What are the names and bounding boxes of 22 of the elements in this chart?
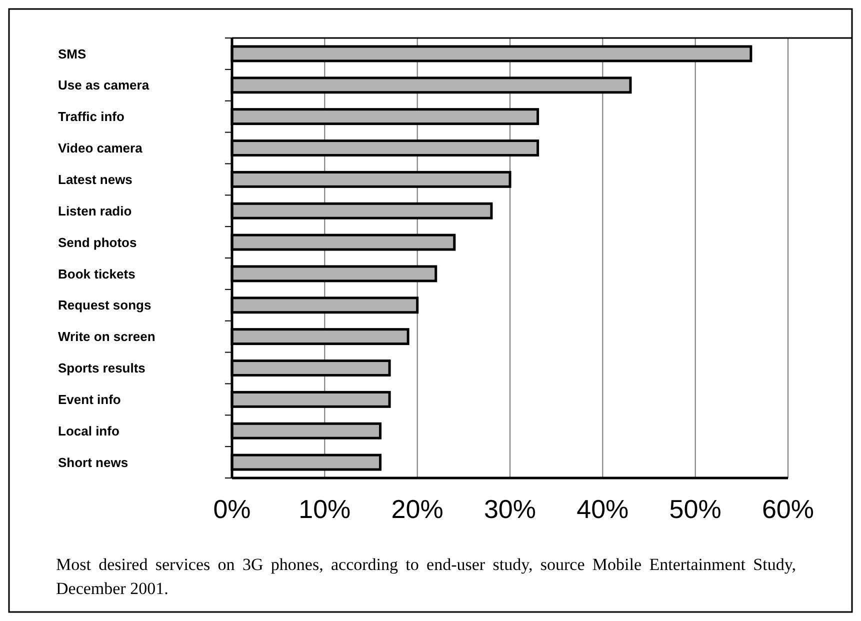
x-tick-label: 60% xyxy=(762,494,814,524)
y-tick-label: Event info xyxy=(58,392,121,407)
y-tick-label: Request songs xyxy=(58,298,152,313)
x-tick-label: 30% xyxy=(484,494,536,524)
y-tick-label: Book tickets xyxy=(58,266,136,282)
x-tick-label: 10% xyxy=(298,494,351,524)
y-tick-label: Write on screen xyxy=(58,329,156,344)
x-tick-label: 20% xyxy=(391,494,444,524)
x-tick-label: 40% xyxy=(576,494,629,524)
y-tick-label: Short news xyxy=(58,454,128,470)
x-tick-label: 50% xyxy=(669,494,722,524)
y-tick-label: Sports results xyxy=(58,360,146,376)
text: Most desired services on 3G phones, according to end-user study, source Mobile Entertainment Study, December 2001. xyxy=(56,554,796,600)
y-tick-label: SMS xyxy=(58,46,86,62)
y-tick-label: Video camera xyxy=(58,140,144,156)
y-tick-label: Use as camera xyxy=(58,78,150,93)
y-tick-label: Latest news xyxy=(58,172,132,187)
y-tick-label: Send photos xyxy=(58,234,137,250)
x-tick-label: 0% xyxy=(213,494,251,524)
y-tick-label: Traffic info xyxy=(58,109,125,124)
y-tick-label: Local info xyxy=(58,423,120,438)
y-tick-label: Listen radio xyxy=(58,203,132,218)
